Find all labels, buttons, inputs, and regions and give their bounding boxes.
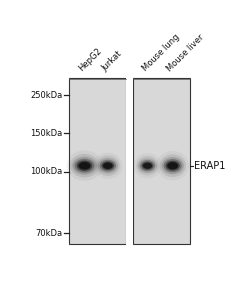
Ellipse shape [70, 154, 99, 178]
Ellipse shape [74, 159, 94, 173]
Ellipse shape [96, 155, 120, 176]
Ellipse shape [67, 151, 102, 181]
Ellipse shape [138, 158, 157, 173]
Ellipse shape [134, 153, 162, 178]
Ellipse shape [101, 161, 114, 170]
Ellipse shape [98, 158, 118, 173]
Ellipse shape [160, 154, 186, 177]
Ellipse shape [143, 163, 152, 169]
Ellipse shape [100, 160, 116, 172]
Ellipse shape [77, 160, 92, 171]
Ellipse shape [79, 162, 90, 169]
Ellipse shape [156, 151, 189, 181]
Ellipse shape [103, 163, 113, 169]
Ellipse shape [103, 162, 113, 169]
Text: HepG2: HepG2 [77, 46, 104, 73]
Text: 150kDa: 150kDa [30, 129, 62, 138]
Ellipse shape [162, 157, 184, 174]
Text: 100kDa: 100kDa [30, 167, 62, 176]
Text: ERAP1: ERAP1 [194, 161, 226, 171]
Ellipse shape [143, 163, 152, 169]
Ellipse shape [78, 162, 91, 169]
Text: Jurkat: Jurkat [100, 49, 124, 73]
Ellipse shape [168, 162, 178, 169]
Text: 70kDa: 70kDa [35, 229, 62, 238]
Ellipse shape [72, 157, 97, 175]
Ellipse shape [164, 159, 182, 172]
Ellipse shape [142, 161, 154, 170]
Ellipse shape [140, 160, 155, 172]
Ellipse shape [93, 152, 122, 179]
Bar [126, 76, 133, 245]
Text: 250kDa: 250kDa [30, 91, 62, 100]
Ellipse shape [166, 161, 180, 171]
Bar [133, 78, 190, 244]
Text: Mouse lung: Mouse lung [140, 32, 181, 73]
Bar [69, 78, 126, 244]
Ellipse shape [136, 156, 159, 176]
Text: Mouse liver: Mouse liver [165, 32, 206, 73]
Ellipse shape [167, 162, 178, 169]
